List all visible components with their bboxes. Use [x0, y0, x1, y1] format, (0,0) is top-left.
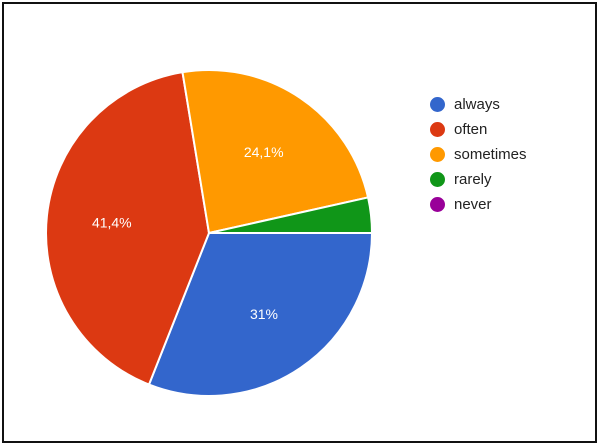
- pie-slice-rarely[interactable]: [208, 196, 374, 234]
- legend-label: sometimes: [454, 146, 527, 163]
- legend-label: always: [454, 96, 500, 113]
- pie-slice-always[interactable]: [147, 232, 374, 397]
- legend-item-often[interactable]: often: [430, 117, 527, 142]
- legend-item-always[interactable]: always: [430, 92, 527, 117]
- legend: always often sometimes rarely never: [430, 92, 527, 217]
- pie-slice-sometimes[interactable]: [181, 69, 370, 235]
- pie-slice-often[interactable]: [45, 71, 211, 386]
- data-label-sometimes: 24,1%: [244, 144, 284, 160]
- legend-item-sometimes[interactable]: sometimes: [430, 142, 527, 167]
- legend-swatch-icon: [430, 197, 445, 212]
- legend-swatch-icon: [430, 122, 445, 137]
- legend-swatch-icon: [430, 172, 445, 187]
- legend-item-never[interactable]: never: [430, 192, 527, 217]
- legend-item-rarely[interactable]: rarely: [430, 167, 527, 192]
- legend-label: often: [454, 121, 488, 138]
- data-label-always: 31%: [250, 306, 278, 322]
- pie-data-labels: 31% 41,4% 24,1%: [92, 144, 284, 322]
- legend-label: rarely: [454, 171, 492, 188]
- pie-chart: 31% 41,4% 24,1%: [45, 69, 374, 397]
- legend-swatch-icon: [430, 147, 445, 162]
- data-label-often: 41,4%: [92, 215, 132, 231]
- legend-label: never: [454, 196, 492, 213]
- pie-slices: [45, 69, 374, 397]
- legend-swatch-icon: [430, 97, 445, 112]
